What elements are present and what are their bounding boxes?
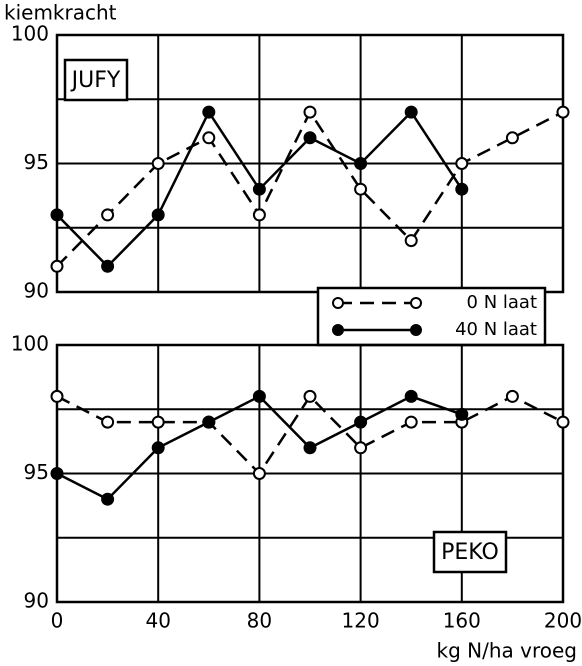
legend-marker	[410, 297, 422, 309]
data-point	[101, 208, 115, 222]
x-tick-label: 40	[145, 609, 170, 633]
data-point	[354, 415, 368, 429]
data-point	[455, 407, 469, 421]
y-tick-label: 90	[24, 279, 49, 303]
legend-marker	[332, 324, 344, 336]
data-point	[404, 105, 418, 119]
data-point	[101, 259, 115, 273]
x-tick-label: 120	[342, 609, 380, 633]
y-tick-label: 100	[11, 332, 49, 356]
panel-label: PEKO	[441, 540, 499, 565]
data-point	[455, 182, 469, 196]
data-point	[50, 208, 64, 222]
data-point	[101, 415, 115, 429]
x-tick-label: 80	[247, 609, 272, 633]
data-point	[252, 389, 266, 403]
data-point	[151, 441, 165, 455]
data-point	[303, 105, 317, 119]
y-tick-label: 95	[24, 460, 49, 484]
data-point	[354, 157, 368, 170]
data-point	[50, 259, 64, 273]
data-point	[252, 182, 266, 196]
data-point	[252, 467, 266, 480]
data-point	[556, 415, 570, 429]
plot-frame	[55, 33, 565, 294]
data-point	[354, 182, 368, 196]
legend-label: 40 N laat	[455, 319, 537, 340]
data-point	[556, 105, 570, 119]
x-tick-label: 160	[443, 609, 481, 633]
data-point	[151, 208, 165, 222]
panel-label-box	[432, 530, 508, 574]
data-point	[303, 441, 317, 455]
x-axis-label: kg N/ha vroeg	[437, 639, 577, 663]
data-point	[151, 415, 165, 429]
data-point	[151, 157, 165, 170]
legend-label: 0 N laat	[467, 292, 537, 313]
data-point	[505, 389, 519, 403]
data-point	[252, 208, 266, 222]
data-point	[101, 492, 115, 506]
data-point	[202, 415, 216, 429]
data-point	[354, 441, 368, 455]
series-line	[56, 394, 564, 476]
legend-marker	[332, 297, 344, 309]
y-tick-label: 95	[24, 150, 49, 174]
y-axis-label: kiemkracht	[4, 1, 117, 25]
y-tick-label: 100	[11, 22, 49, 46]
data-point	[50, 389, 64, 403]
data-point	[455, 157, 469, 170]
data-point	[404, 234, 418, 248]
data-point	[404, 415, 418, 429]
y-tick-label: 90	[24, 589, 49, 613]
x-tick-label: 200	[544, 609, 582, 633]
legend-marker	[410, 324, 422, 336]
data-point	[303, 389, 317, 403]
panel-label: JUFY	[70, 68, 121, 93]
data-point	[202, 105, 216, 119]
data-point	[50, 467, 64, 480]
data-point	[505, 131, 519, 145]
x-tick-label: 0	[51, 609, 64, 633]
panel-label-box	[63, 58, 129, 102]
data-point	[202, 131, 216, 145]
data-point	[303, 131, 317, 145]
data-point	[404, 389, 418, 403]
